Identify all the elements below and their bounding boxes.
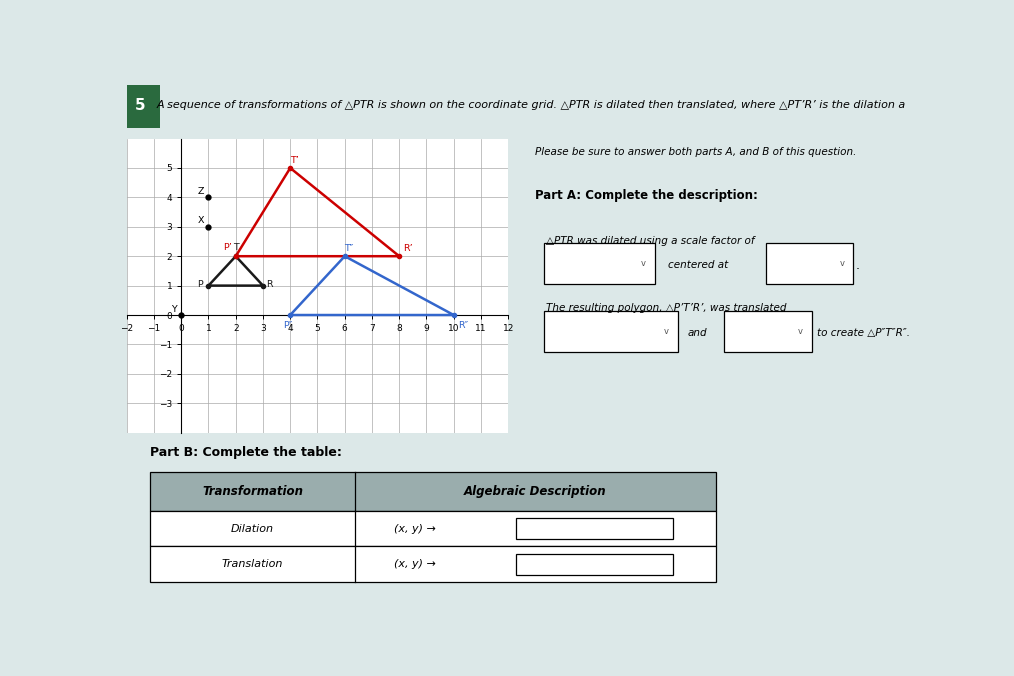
- Text: Please be sure to answer both parts A, and B of this question.: Please be sure to answer both parts A, a…: [535, 147, 856, 158]
- Text: P: P: [198, 280, 203, 289]
- FancyBboxPatch shape: [516, 554, 673, 575]
- FancyBboxPatch shape: [150, 472, 716, 511]
- Text: 5: 5: [135, 98, 145, 113]
- Text: Algebraic Description: Algebraic Description: [464, 485, 606, 498]
- FancyBboxPatch shape: [724, 310, 811, 352]
- Text: R’: R’: [404, 244, 413, 254]
- FancyBboxPatch shape: [545, 243, 655, 284]
- Text: Transformation: Transformation: [202, 485, 303, 498]
- FancyBboxPatch shape: [766, 243, 854, 284]
- Text: Y: Y: [171, 305, 177, 314]
- Text: v: v: [664, 327, 669, 336]
- Text: T″: T″: [344, 244, 354, 254]
- Text: Dilation: Dilation: [231, 524, 274, 533]
- FancyBboxPatch shape: [150, 511, 716, 546]
- FancyBboxPatch shape: [150, 546, 716, 582]
- Text: T’: T’: [290, 156, 299, 165]
- Text: (x, y) →: (x, y) →: [394, 559, 436, 569]
- Text: v: v: [798, 327, 802, 336]
- Text: Part B: Complete the table:: Part B: Complete the table:: [150, 446, 342, 459]
- Text: Translation: Translation: [222, 559, 283, 569]
- Text: Z: Z: [198, 187, 205, 196]
- Text: A sequence of transformations of △PTR is shown on the coordinate grid. △PTR is d: A sequence of transformations of △PTR is…: [156, 101, 906, 110]
- FancyBboxPatch shape: [516, 518, 673, 539]
- Text: Part A: Complete the description:: Part A: Complete the description:: [535, 189, 757, 201]
- Text: The resulting polygon, △P’T’R’, was translated: The resulting polygon, △P’T’R’, was tran…: [547, 304, 787, 313]
- Text: v: v: [840, 259, 845, 268]
- Text: .: .: [856, 258, 860, 272]
- Text: to create △P″T″R″.: to create △P″T″R″.: [817, 328, 911, 337]
- Text: R: R: [266, 280, 273, 289]
- Text: X: X: [198, 216, 205, 225]
- Text: R″: R″: [457, 321, 467, 330]
- Text: △PTR was dilated using a scale factor of: △PTR was dilated using a scale factor of: [547, 236, 754, 245]
- Text: and: and: [687, 328, 707, 337]
- Text: (x, y) →: (x, y) →: [394, 524, 436, 533]
- FancyBboxPatch shape: [121, 84, 160, 128]
- Text: T: T: [233, 243, 238, 251]
- FancyBboxPatch shape: [545, 310, 678, 352]
- Text: v: v: [641, 259, 646, 268]
- Text: centered at: centered at: [668, 260, 729, 270]
- Text: P’: P’: [223, 243, 231, 251]
- Text: P″: P″: [283, 321, 292, 330]
